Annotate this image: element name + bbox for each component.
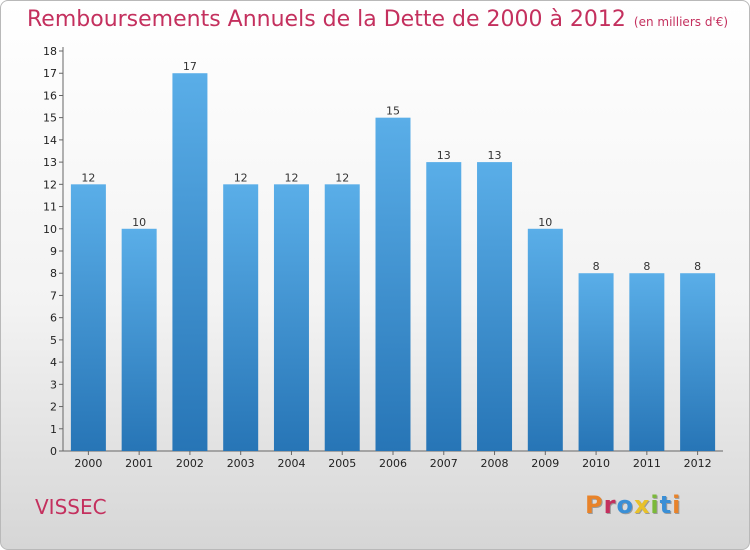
- chart-subtitle: (en milliers d'€): [633, 15, 729, 29]
- bar-2008: [477, 162, 513, 451]
- x-tick-label-2009: 2009: [531, 457, 559, 470]
- x-tick-label-2004: 2004: [277, 457, 305, 470]
- data-label-2009: 10: [538, 216, 552, 229]
- bar-2004: [273, 184, 309, 452]
- y-tick-label: 9: [50, 245, 57, 258]
- bar-2010: [578, 273, 614, 451]
- brand-letter: r: [603, 491, 617, 519]
- bars: 12 10 17 12 12 12 15 13 13 10 8 8 8: [70, 60, 716, 452]
- bar-2007: [426, 162, 462, 451]
- x-tick-label-2001: 2001: [125, 457, 153, 470]
- bar-2003: [223, 184, 259, 452]
- x-axis: 2000 2001 2002 2003 2004 2005 2006 2007 2008 2009…: [63, 450, 723, 470]
- y-tick-label: 17: [43, 67, 57, 80]
- y-tick-label: 4: [50, 356, 57, 369]
- chart-title: Remboursements Annuels de la Dette de 20…: [27, 7, 728, 32]
- x-tick-label-2012: 2012: [684, 457, 712, 470]
- data-label-2001: 10: [132, 216, 146, 229]
- bar-2012: [680, 273, 716, 451]
- y-tick-label: 8: [50, 267, 57, 280]
- bar-2006: [375, 117, 411, 452]
- y-tick-label: 5: [50, 334, 57, 347]
- brand-letter: x: [633, 491, 651, 519]
- y-tick-label: 10: [43, 223, 57, 236]
- bar-2001: [121, 228, 157, 451]
- x-tick-label-2003: 2003: [227, 457, 255, 470]
- brand-letter: P: [585, 491, 604, 519]
- y-tick-label: 1: [50, 423, 57, 436]
- brand-letter: t: [659, 491, 673, 519]
- y-tick-label: 13: [43, 156, 57, 169]
- data-label-2010: 8: [593, 260, 600, 273]
- y-tick-label: 18: [43, 45, 57, 58]
- bar-2002: [172, 73, 208, 451]
- x-tick-label-2006: 2006: [379, 457, 407, 470]
- x-tick-label-2000: 2000: [74, 457, 102, 470]
- y-tick-label: 16: [43, 89, 57, 102]
- data-label-2004: 12: [284, 171, 298, 184]
- data-label-2011: 8: [643, 260, 650, 273]
- y-tick-label: 14: [43, 134, 57, 147]
- data-label-2005: 12: [335, 171, 349, 184]
- y-tick-label: 15: [43, 112, 57, 125]
- y-tick-label: 12: [43, 178, 57, 191]
- bar-2005: [324, 184, 360, 452]
- x-tick-label-2007: 2007: [430, 457, 458, 470]
- y-tick-label: 6: [50, 312, 57, 325]
- y-tick-label: 11: [43, 201, 57, 214]
- bar-2011: [629, 273, 665, 451]
- y-tick-label: 2: [50, 401, 57, 414]
- brand-letter: i: [650, 491, 660, 519]
- data-label-2006: 15: [386, 105, 400, 118]
- data-label-2000: 12: [81, 171, 95, 184]
- x-tick-label-2002: 2002: [176, 457, 204, 470]
- chart-title-text: Remboursements Annuels de la Dette de 20…: [27, 7, 626, 32]
- brand-logo: Proxiti: [585, 491, 681, 519]
- data-label-2007: 13: [437, 149, 451, 162]
- brand-letter: i: [672, 491, 682, 519]
- x-tick-label-2011: 2011: [633, 457, 661, 470]
- x-tick-label-2010: 2010: [582, 457, 610, 470]
- y-tick-label: 7: [50, 289, 57, 302]
- x-tick-label-2008: 2008: [481, 457, 509, 470]
- data-label-2008: 13: [488, 149, 502, 162]
- data-label-2002: 17: [183, 60, 197, 73]
- location-name: VISSEC: [35, 495, 107, 519]
- y-tick-label: 3: [50, 378, 57, 391]
- y-tick-label: 0: [50, 445, 57, 458]
- bar-2000: [70, 184, 106, 452]
- data-label-2012: 8: [694, 260, 701, 273]
- brand-letter: o: [616, 491, 634, 519]
- x-tick-label-2005: 2005: [328, 457, 356, 470]
- data-label-2003: 12: [234, 171, 248, 184]
- bar-2009: [527, 228, 563, 451]
